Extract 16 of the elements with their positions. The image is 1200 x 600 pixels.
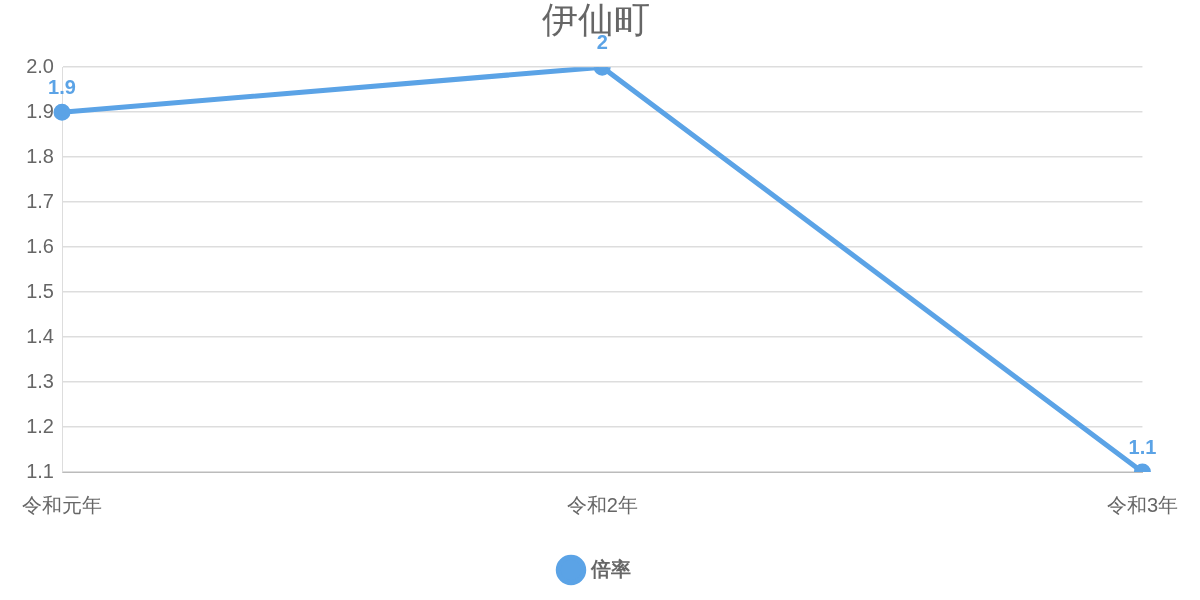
y-tick-label: 1.9 xyxy=(26,99,54,122)
y-tick-label: 2.0 xyxy=(26,54,54,77)
data-label: 1.9 xyxy=(48,75,76,98)
y-tick-label: 1.1 xyxy=(26,459,54,482)
y-tick-label: 1.4 xyxy=(26,324,54,347)
y-tick-label: 1.5 xyxy=(26,279,54,302)
y-tick-label: 1.3 xyxy=(26,369,54,392)
y-tick-label: 1.6 xyxy=(26,234,54,257)
x-tick-label: 令和2年 xyxy=(566,493,638,516)
y-tick-label: 1.8 xyxy=(26,144,54,167)
y-tick-label: 1.2 xyxy=(26,414,54,437)
x-tick-label: 令和3年 xyxy=(1106,493,1178,516)
y-tick-label: 1.7 xyxy=(26,189,54,212)
legend-label: 倍率 xyxy=(590,557,631,580)
x-tick-label: 令和元年 xyxy=(22,493,102,516)
data-label: 1.1 xyxy=(1128,435,1157,458)
